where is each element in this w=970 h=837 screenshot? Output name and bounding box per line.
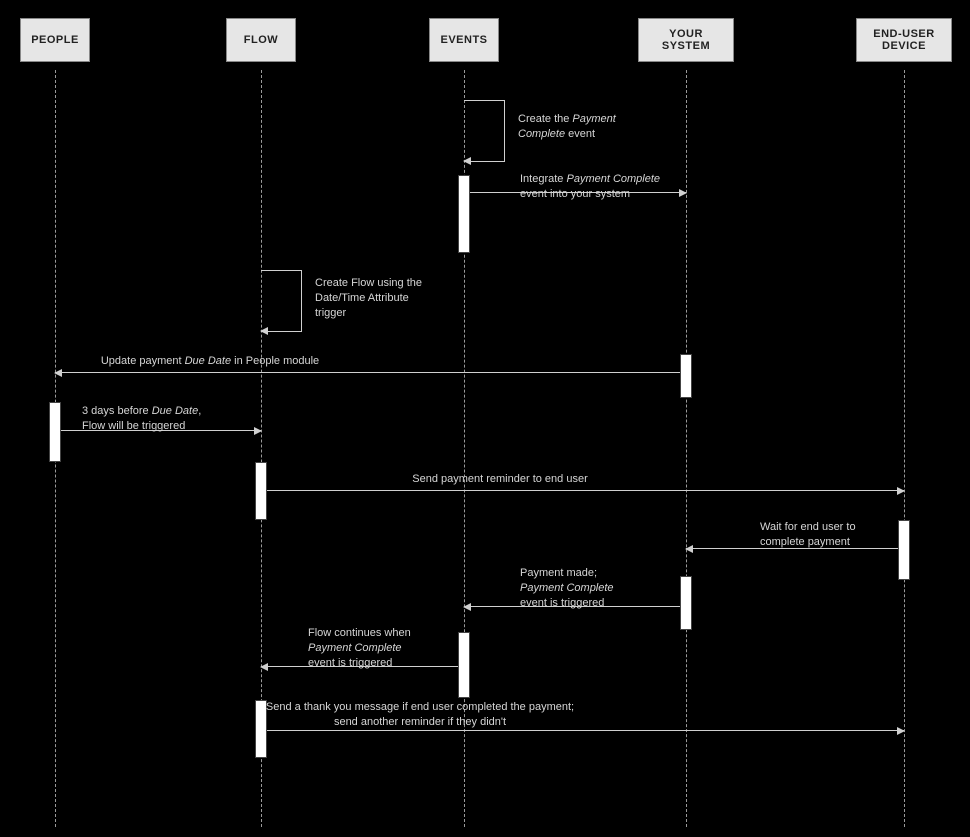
- message-label-0: Integrate Payment Completeevent into you…: [520, 172, 660, 202]
- activation-flow-3: [255, 462, 267, 520]
- message-label-6: Flow continues whenPayment Completeevent…: [308, 626, 411, 671]
- message-label-7: Send a thank you message if end user com…: [266, 700, 574, 730]
- activation-device-4: [898, 520, 910, 580]
- participant-people: PEOPLE: [20, 18, 90, 62]
- activation-events-6: [458, 632, 470, 698]
- message-label-5: Payment made;Payment Completeevent is tr…: [520, 566, 614, 611]
- message-1: [55, 372, 680, 373]
- activation-events-0: [458, 175, 470, 253]
- participant-flow: FLOW: [226, 18, 296, 62]
- lifeline-system: [686, 70, 687, 827]
- message-3: [267, 490, 904, 491]
- activation-system-5: [680, 576, 692, 630]
- selfloop-label-events: Create the PaymentComplete event: [518, 112, 616, 142]
- activation-people-2: [49, 402, 61, 462]
- activation-system-1: [680, 354, 692, 398]
- selfloop-label-flow: Create Flow using theDate/Time Attribute…: [315, 276, 422, 321]
- participant-system: YOUR SYSTEM: [638, 18, 734, 62]
- lifeline-device: [904, 70, 905, 827]
- message-label-3: Send payment reminder to end user: [412, 472, 588, 487]
- participant-events: EVENTS: [429, 18, 499, 62]
- message-label-1: Update payment Due Date in People module: [101, 354, 319, 369]
- message-label-2: 3 days before Due Date,Flow will be trig…: [82, 404, 201, 434]
- selfloop-flow: [261, 270, 302, 332]
- selfloop-events: [464, 100, 505, 162]
- message-label-4: Wait for end user tocomplete payment: [760, 520, 856, 550]
- message-7: [267, 730, 904, 731]
- participant-device: END-USERDEVICE: [856, 18, 952, 62]
